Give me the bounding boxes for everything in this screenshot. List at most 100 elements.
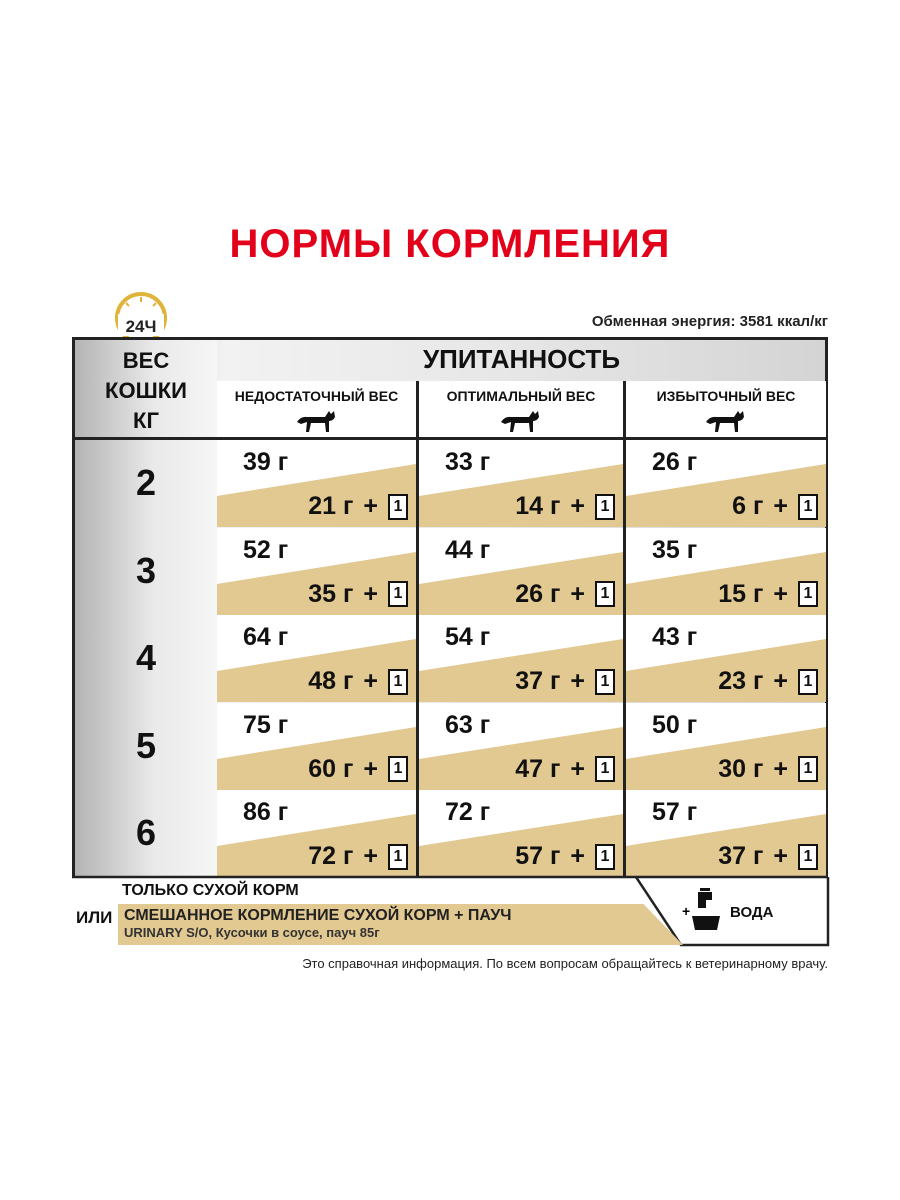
svg-text:+: + — [682, 903, 690, 919]
cat-weight: 6 — [135, 812, 157, 853]
plus-sign: + — [773, 754, 788, 783]
dry-amount: 47 г — [515, 754, 561, 783]
pouch-icon: 1 — [388, 843, 408, 870]
weight-header-line: КГ — [133, 408, 159, 433]
mixed-band — [217, 814, 416, 877]
dry-only-amount: 50 г — [652, 710, 698, 739]
dry-only-amount: 35 г — [652, 535, 698, 564]
mixed-band — [626, 639, 826, 702]
mixed-amount: 35 г +1 — [308, 580, 408, 609]
mixed-amount: 26 г +1 — [515, 580, 615, 609]
condition-header: УПИТАННОСТЬ — [422, 344, 621, 374]
cat-weight: 2 — [135, 462, 157, 503]
mixed-band — [217, 726, 416, 790]
legend-or: ИЛИ — [76, 908, 113, 927]
pouch-icon: 1 — [595, 668, 615, 695]
feeding-cell: 43 г 23 г +1 — [626, 615, 826, 702]
dry-amount: 14 г — [515, 492, 561, 520]
dry-only-amount: 64 г — [243, 623, 289, 651]
feeding-cell: 33 г 14 г +1 — [419, 440, 623, 527]
mixed-amount: 37 г +1 — [718, 842, 818, 871]
mixed-band — [419, 464, 623, 527]
mixed-amount: 14 г +1 — [515, 492, 615, 521]
mixed-amount: 60 г +1 — [308, 755, 408, 784]
column-header-label: ОПТИМАЛЬНЫЙ ВЕС — [446, 388, 596, 404]
column-header: ОПТИМАЛЬНЫЙ ВЕС — [419, 381, 623, 437]
divider — [75, 437, 826, 440]
mixed-band — [419, 639, 623, 702]
dry-only-amount: 57 г — [652, 798, 698, 826]
mixed-band — [626, 551, 826, 615]
pouch-icon: 1 — [388, 581, 408, 607]
dry-only-amount: 26 г — [652, 448, 698, 476]
cat-silhouette-icon — [296, 411, 335, 432]
pouch-icon: 1 — [595, 756, 615, 782]
plus-sign: + — [570, 492, 585, 520]
plus-sign: + — [570, 579, 585, 608]
page-title: НОРМЫ КОРМЛЕНИЯ — [229, 222, 671, 266]
mixed-amount: 23 г +1 — [718, 667, 818, 696]
mixed-band — [626, 464, 826, 527]
legend-dry-only: ТОЛЬКО СУХОЙ КОРМ — [122, 882, 299, 899]
feeding-table: ВЕС КОШКИ КГ УПИТАННОСТЬ НЕДОСТАТОЧНЫЙ В… — [72, 337, 828, 877]
weight-header-line: ВЕС — [122, 348, 170, 373]
feeding-cell: 26 г 6 г +1 — [626, 440, 826, 527]
column-header-label: НЕДОСТАТОЧНЫЙ ВЕС — [234, 388, 399, 404]
plus-sign: + — [570, 842, 585, 870]
legend-water: ВОДА — [730, 904, 774, 921]
dry-only-amount: 63 г — [445, 710, 491, 739]
pouch-icon: 1 — [388, 668, 408, 695]
feeding-cell: 35 г 15 г +1 — [626, 527, 826, 615]
plus-sign: + — [773, 579, 788, 608]
disclaimer: Это справочная информация. По всем вопро… — [302, 956, 828, 971]
pouch-icon: 1 — [798, 756, 818, 782]
dry-amount: 35 г — [308, 579, 354, 608]
mixed-amount: 48 г +1 — [308, 667, 408, 696]
mixed-amount: 21 г +1 — [308, 492, 408, 521]
legend-mixed-detail: URINARY S/O, Кусочки в соусе, пауч 85г — [124, 925, 380, 940]
mixed-amount: 6 г +1 — [732, 492, 818, 521]
water-tap-icon: + — [682, 888, 720, 930]
dry-amount: 23 г — [718, 667, 764, 695]
cat-silhouette-icon — [501, 411, 539, 432]
dry-amount: 6 г — [732, 492, 764, 520]
mixed-amount: 30 г +1 — [718, 755, 818, 784]
mixed-amount: 37 г +1 — [515, 667, 615, 696]
feeding-cell: 86 г 72 г +1 — [217, 790, 416, 877]
dry-only-amount: 72 г — [445, 798, 491, 826]
plus-sign: + — [363, 842, 378, 870]
plus-sign: + — [363, 754, 378, 783]
cat-weight: 5 — [135, 724, 157, 766]
mixed-band — [626, 814, 826, 877]
plus-sign: + — [773, 842, 788, 870]
column-header-label: ИЗБЫТОЧНЫЙ ВЕС — [656, 388, 796, 404]
mixed-band — [217, 639, 416, 702]
pouch-icon: 1 — [798, 493, 818, 520]
metabolic-energy: Обменная энергия: 3581 ккал/кг — [591, 313, 828, 330]
dry-amount: 15 г — [718, 579, 764, 608]
feeding-cell: 44 г 26 г +1 — [419, 527, 623, 615]
column-divider — [623, 381, 626, 877]
column-divider — [416, 381, 419, 877]
feeding-cell: 63 г 47 г +1 — [419, 702, 623, 790]
dry-only-amount: 33 г — [445, 448, 491, 476]
dry-amount: 48 г — [308, 667, 354, 695]
dry-amount: 26 г — [515, 579, 561, 608]
legend-mixed-label: СМЕШАННОЕ КОРМЛЕНИЕ СУХОЙ КОРМ + ПАУЧ — [124, 907, 512, 924]
feeding-cell: 54 г 37 г +1 — [419, 615, 623, 702]
dry-amount: 72 г — [308, 842, 354, 870]
dry-amount: 30 г — [718, 754, 764, 783]
pouch-icon: 1 — [595, 843, 615, 870]
pouch-icon: 1 — [798, 843, 818, 870]
feeding-cell: 72 г 57 г +1 — [419, 790, 623, 877]
dry-only-amount: 52 г — [243, 535, 289, 564]
dry-only-amount: 54 г — [445, 623, 491, 651]
pouch-icon: 1 — [798, 581, 818, 607]
cat-weight: 3 — [135, 549, 157, 591]
dry-amount: 37 г — [515, 667, 561, 695]
weight-column — [75, 340, 217, 877]
mixed-amount: 72 г +1 — [308, 842, 408, 871]
mixed-amount: 47 г +1 — [515, 755, 615, 784]
clock-label: 24Ч — [126, 317, 157, 336]
dry-amount: 57 г — [515, 842, 561, 870]
